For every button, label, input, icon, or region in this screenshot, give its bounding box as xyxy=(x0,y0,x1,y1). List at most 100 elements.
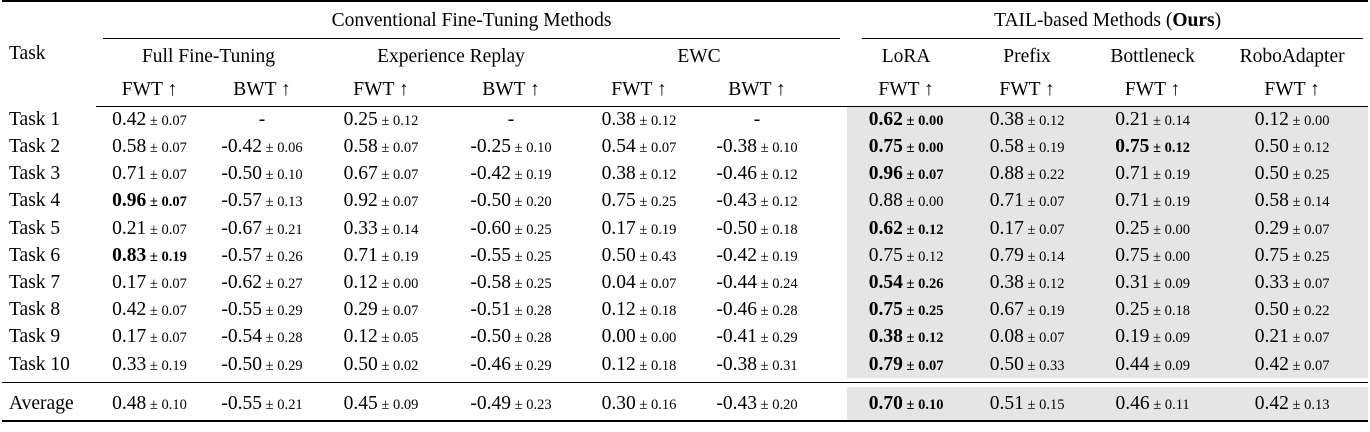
mean-value: 0.79 xyxy=(868,353,903,375)
std-value: ± 0.13 xyxy=(1288,396,1330,413)
value-cell: 0.21 ± 0.07 xyxy=(1216,323,1369,351)
mean-value: 0.29 xyxy=(1254,217,1289,239)
metric-header-full-fine-tuning-bwt: BWT ↑ xyxy=(203,75,321,107)
mean-value: 0.30 xyxy=(601,392,636,414)
mean-value: 0.96 xyxy=(868,163,903,185)
std-value: ± 0.13 xyxy=(262,194,303,211)
std-value: ± 0.00 xyxy=(902,113,944,130)
std-value: ± 0.29 xyxy=(757,330,798,347)
mean-value: 0.75 xyxy=(601,190,636,212)
value-cell: 0.04 ± 0.07 xyxy=(581,269,697,296)
mean-value: 0.75 xyxy=(868,299,903,321)
value-cell: 0.42 ± 0.13 xyxy=(1216,386,1369,421)
std-value: ± 0.28 xyxy=(262,330,303,347)
mean-value: -0.51 xyxy=(470,299,512,321)
mean-value: 0.79 xyxy=(989,244,1024,266)
std-value: ± 0.00 xyxy=(1149,221,1190,238)
std-value: ± 0.28 xyxy=(511,303,552,320)
value-cell: 0.88 ± 0.22 xyxy=(965,160,1090,188)
std-value: ± 0.19 xyxy=(511,167,552,184)
value-cell: -0.54 ± 0.28 xyxy=(203,324,321,351)
mean-value: 0.62 xyxy=(868,109,903,131)
mean-value: 0.17 xyxy=(112,271,147,293)
std-value: ± 0.10 xyxy=(262,167,303,184)
column-gap xyxy=(817,215,847,242)
mean-value: 0.50 xyxy=(1254,136,1289,158)
table-row: Task 3 0.71 ± 0.07 -0.50 ± 0.10 0.67 ± 0.07… xyxy=(2,160,1369,188)
mean-value: 0.88 xyxy=(868,190,903,212)
value-cell: 0.92 ± 0.07 xyxy=(321,188,441,215)
std-value: ± 0.07 xyxy=(902,357,944,374)
mean-value: 0.96 xyxy=(112,190,147,212)
value-cell: -0.51 ± 0.28 xyxy=(441,296,581,323)
std-value: ± 0.21 xyxy=(262,221,303,238)
value-cell: 0.50 ± 0.33 xyxy=(965,350,1090,378)
value-cell: -0.50 ± 0.10 xyxy=(203,160,321,187)
group-header-tail-label: TAIL-based Methods (Ours) xyxy=(994,9,1222,31)
column-gap xyxy=(817,387,847,421)
value-cell: 0.71 ± 0.19 xyxy=(1089,160,1217,188)
mean-value: 0.62 xyxy=(868,217,903,239)
value-cell: 0.19 ± 0.09 xyxy=(1089,323,1217,351)
std-value: ± 0.19 xyxy=(635,221,677,238)
value-cell: 0.25 ± 0.00 xyxy=(1089,214,1217,242)
value-cell: 0.33 ± 0.07 xyxy=(1216,269,1369,297)
value-cell: 0.54 ± 0.07 xyxy=(581,133,697,160)
value-cell: -0.55 ± 0.25 xyxy=(441,242,581,269)
value-cell: 0.45 ± 0.09 xyxy=(321,387,441,421)
mean-value: 0.58 xyxy=(112,136,147,158)
value-cell: 0.62 ± 0.12 xyxy=(847,214,966,242)
std-value: ± 0.12 xyxy=(1023,113,1065,130)
average-label: Average xyxy=(9,392,74,414)
mean-value: 0.50 xyxy=(601,244,636,266)
value-cell: -0.46 ± 0.28 xyxy=(697,296,817,323)
mean-value: -0.25 xyxy=(470,136,512,158)
mean-value: 0.38 xyxy=(989,109,1024,131)
column-gap xyxy=(817,106,847,133)
mean-value: 0.29 xyxy=(343,299,378,321)
std-value: ± 0.12 xyxy=(1149,140,1190,157)
value-cell: 0.71 ± 0.19 xyxy=(321,242,441,269)
value-cell: 0.75 ± 0.00 xyxy=(847,133,966,161)
std-value: ± 0.12 xyxy=(902,330,944,347)
std-value: ± 0.20 xyxy=(757,396,798,413)
mean-value: 0.75 xyxy=(1254,244,1289,266)
metric-header-bottleneck-fwt: FWT ↑ xyxy=(1089,75,1217,107)
value-cell: -0.58 ± 0.25 xyxy=(441,269,581,296)
std-value: ± 0.18 xyxy=(635,357,677,374)
std-value: ± 0.12 xyxy=(757,167,798,184)
value-cell: -0.50 ± 0.18 xyxy=(697,215,817,242)
group-header-conventional: Conventional Fine-Tuning Methods xyxy=(96,1,847,39)
mean-value: 0.92 xyxy=(343,190,378,212)
mean-value: 0.12 xyxy=(601,353,636,375)
value-cell: 0.50 ± 0.25 xyxy=(1216,160,1369,188)
std-value: ± 0.16 xyxy=(635,396,677,413)
std-value: ± 0.19 xyxy=(377,248,419,265)
value-cell: 0.30 ± 0.16 xyxy=(581,387,697,421)
value-cell: 0.58 ± 0.14 xyxy=(1216,187,1369,215)
std-value: ± 0.06 xyxy=(262,140,303,157)
value-cell: 0.38 ± 0.12 xyxy=(965,269,1090,297)
mean-value: -0.50 xyxy=(716,217,758,239)
task-label: Task 2 xyxy=(9,136,61,158)
std-value: ± 0.28 xyxy=(511,330,552,347)
value-cell: 0.33 ± 0.14 xyxy=(321,215,441,242)
mean-value: 0.12 xyxy=(343,271,378,293)
column-gap xyxy=(817,351,847,378)
mean-value: 0.70 xyxy=(868,392,903,414)
mean-value: 0.31 xyxy=(1115,271,1150,293)
task-label: Task 8 xyxy=(9,299,61,321)
mean-value: 0.04 xyxy=(601,271,636,293)
value-cell: -0.42 ± 0.06 xyxy=(203,133,321,160)
std-value: ± 0.25 xyxy=(511,248,552,265)
std-value: ± 0.33 xyxy=(1023,357,1065,374)
std-value: ± 0.00 xyxy=(635,330,677,347)
table-row: Task 2 0.58 ± 0.07 -0.42 ± 0.06 0.58 ± 0.07… xyxy=(2,133,1369,161)
mean-value: -0.46 xyxy=(716,163,758,185)
value-cell: 0.29 ± 0.07 xyxy=(321,296,441,323)
value-cell: 0.58 ± 0.07 xyxy=(321,133,441,160)
value-cell: 0.48 ± 0.10 xyxy=(96,387,203,421)
std-value: ± 0.10 xyxy=(757,140,798,157)
std-value: ± 0.10 xyxy=(146,396,187,413)
metric-header-row: FWT ↑ BWT ↑ FWT ↑ BWT ↑ FWT ↑ BWT ↑ FWT ↑ FWT ↑… xyxy=(2,75,1369,107)
